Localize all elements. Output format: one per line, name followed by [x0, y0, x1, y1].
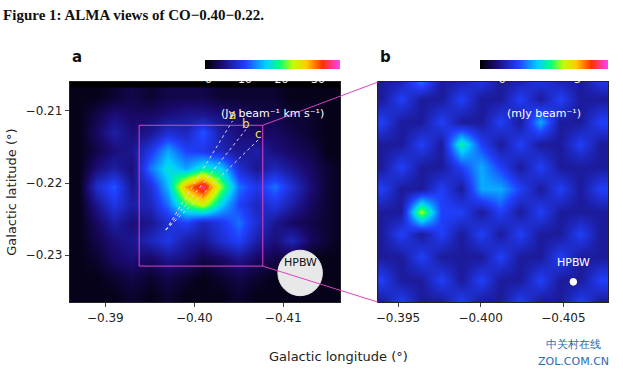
- svg-text:0: 0: [499, 73, 506, 86]
- svg-text:b: b: [380, 48, 391, 66]
- svg-text:−0.41: −0.41: [265, 311, 302, 325]
- svg-text:中关村在线: 中关村在线: [546, 338, 601, 351]
- svg-text:10: 10: [238, 73, 252, 86]
- svg-text:−0.395: −0.395: [376, 311, 420, 325]
- svg-text:5: 5: [574, 73, 581, 86]
- svg-text:−0.400: −0.400: [458, 311, 502, 325]
- svg-text:(mJy beam⁻¹): (mJy beam⁻¹): [507, 107, 581, 120]
- svg-text:−0.21: −0.21: [26, 104, 63, 118]
- svg-text:(Jy beam⁻¹ km s⁻¹): (Jy beam⁻¹ km s⁻¹): [221, 107, 324, 120]
- svg-text:a: a: [72, 48, 82, 66]
- svg-text:Figure 1: ALMA views of CO−0.4: Figure 1: ALMA views of CO−0.40−0.22.: [3, 7, 264, 23]
- svg-text:−0.22: −0.22: [26, 176, 63, 190]
- svg-text:20: 20: [275, 73, 289, 86]
- svg-text:a: a: [229, 108, 236, 122]
- svg-text:c: c: [255, 127, 262, 141]
- svg-text:HPBW: HPBW: [284, 256, 317, 269]
- svg-text:−0.405: −0.405: [541, 311, 585, 325]
- svg-text:ZOL.COM.CN: ZOL.COM.CN: [538, 355, 609, 368]
- svg-text:−0.39: −0.39: [87, 311, 124, 325]
- svg-text:Galactic latitude (°): Galactic latitude (°): [4, 128, 19, 255]
- svg-text:0: 0: [205, 73, 212, 86]
- svg-text:Galactic longitude (°): Galactic longitude (°): [269, 349, 408, 364]
- svg-text:30: 30: [311, 73, 325, 86]
- svg-text:b: b: [242, 117, 250, 131]
- svg-text:HPBW: HPBW: [557, 256, 590, 269]
- svg-text:−0.40: −0.40: [176, 311, 213, 325]
- svg-text:−0.23: −0.23: [26, 248, 63, 262]
